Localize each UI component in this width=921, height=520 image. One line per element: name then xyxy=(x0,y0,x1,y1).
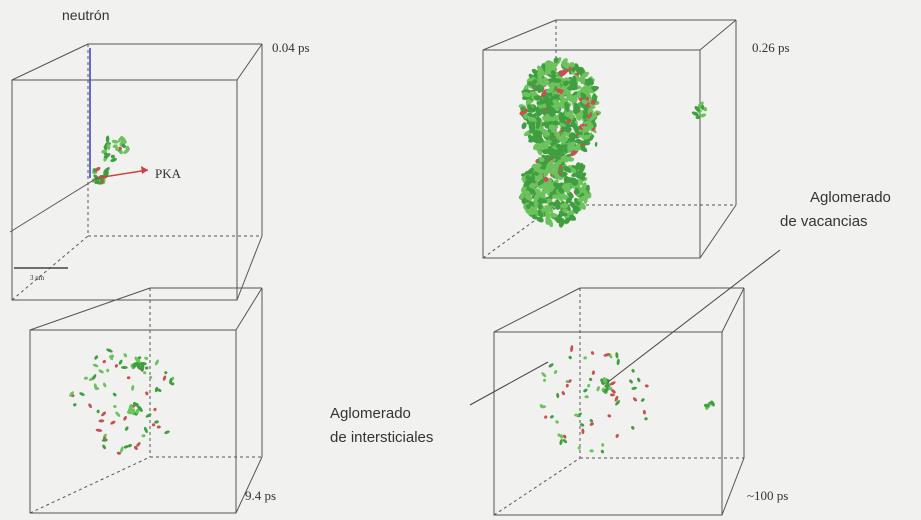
pka-label: PKA xyxy=(155,166,182,181)
annotation-text: de vacancias xyxy=(780,213,868,230)
annotation-text: Aglomerado xyxy=(810,189,891,206)
figure: neutrón PKA 3 nm 0.04 ps 0.26 ps 9.4 ps … xyxy=(0,0,921,520)
panel-time: 0.26 ps xyxy=(752,40,790,55)
panel-time: ~100 ps xyxy=(747,488,788,503)
neutron-label: neutrón xyxy=(62,7,109,23)
vacancy xyxy=(610,393,615,396)
scale-label: 3 nm xyxy=(30,274,45,282)
panel-time: 9.4 ps xyxy=(245,488,276,503)
interstitial xyxy=(601,443,604,447)
interstitial xyxy=(107,143,111,150)
annotation-text: de intersticiales xyxy=(330,429,433,446)
annotation-text: Aglomerado xyxy=(330,405,411,422)
panel-time: 0.04 ps xyxy=(272,40,310,55)
interstitial xyxy=(97,410,100,414)
background xyxy=(0,0,921,520)
